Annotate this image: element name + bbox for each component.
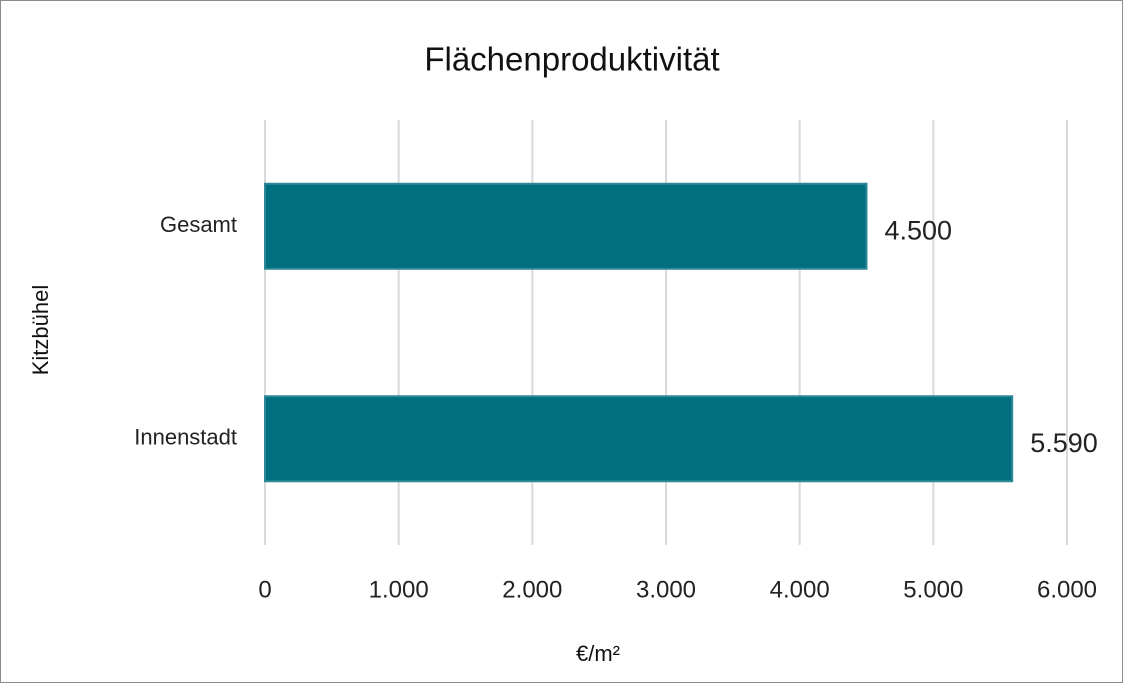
- y-tick-label: Innenstadt: [134, 425, 237, 450]
- x-axis-title: €/m²: [576, 641, 620, 666]
- x-tick-label: 4.000: [770, 576, 830, 603]
- x-tick-label: 0: [258, 576, 271, 603]
- y-axis-title: Kitzbühel: [28, 285, 53, 376]
- y-tick-label: Gesamt: [160, 212, 237, 237]
- chart-title: Flächenproduktivität: [424, 41, 719, 78]
- x-tick-label: 1.000: [369, 576, 429, 603]
- x-tick-label: 2.000: [502, 576, 562, 603]
- data-label: 4.500: [885, 215, 953, 245]
- data-label: 5.590: [1030, 428, 1098, 458]
- bar: [264, 395, 1014, 483]
- x-tick-label: 3.000: [636, 576, 696, 603]
- bar: [264, 182, 868, 270]
- x-tick-label: 6.000: [1037, 576, 1097, 603]
- x-tick-label: 5.000: [903, 576, 963, 603]
